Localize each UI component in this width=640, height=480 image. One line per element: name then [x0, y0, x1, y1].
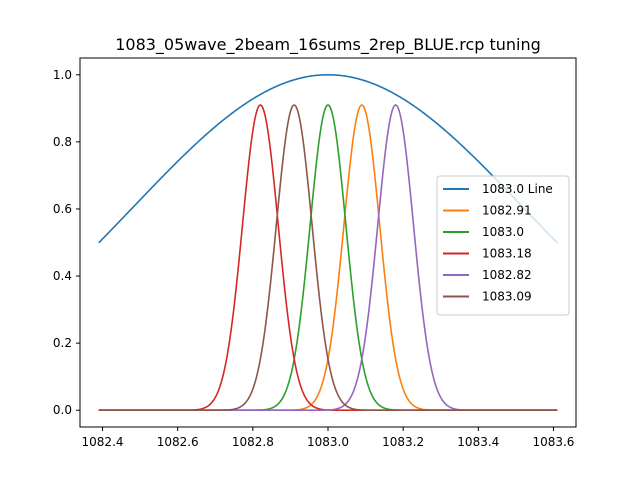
legend-label: 1083.0 Line — [482, 182, 553, 196]
x-tick-label: 1083.0 — [307, 435, 349, 449]
x-axis: 1082.4 1082.6 1082.8 1083.0 1083.2 1083.4 1083… — [82, 427, 574, 449]
y-axis: 0.0 0.2 0.4 0.6 0.8 1.0 — [53, 68, 80, 417]
legend-box — [436, 175, 570, 316]
legend-label: 1082.82 — [482, 268, 532, 282]
x-tick-label: 1082.4 — [82, 435, 124, 449]
legend-label: 1082.91 — [482, 204, 532, 218]
y-tick-label: 1.0 — [53, 68, 72, 82]
x-tick-label: 1082.6 — [157, 435, 199, 449]
series-layer — [98, 73, 558, 412]
legend-label: 1083.09 — [482, 290, 532, 304]
legend: 1083.0 Line 1082.91 1083.0 1083.18 1082.82 10… — [436, 175, 570, 316]
legend-label: 1083.18 — [482, 247, 532, 261]
y-tick-label: 0.2 — [53, 336, 72, 350]
legend-label: 1083.0 — [482, 225, 524, 239]
y-tick-label: 0.8 — [53, 135, 72, 149]
y-tick-label: 0.4 — [53, 269, 72, 283]
x-tick-label: 1083.2 — [382, 435, 424, 449]
chart-title: 1083_05wave_2beam_16sums_2rep_BLUE.rcp t… — [115, 35, 541, 55]
x-tick-label: 1083.6 — [532, 435, 574, 449]
series-line-1083-09 — [98, 104, 558, 412]
x-tick-label: 1082.8 — [232, 435, 274, 449]
y-tick-label: 0.6 — [53, 202, 72, 216]
series-line-1083-0-line — [98, 73, 558, 244]
x-tick-label: 1083.4 — [457, 435, 499, 449]
y-tick-label: 0.0 — [53, 403, 72, 417]
